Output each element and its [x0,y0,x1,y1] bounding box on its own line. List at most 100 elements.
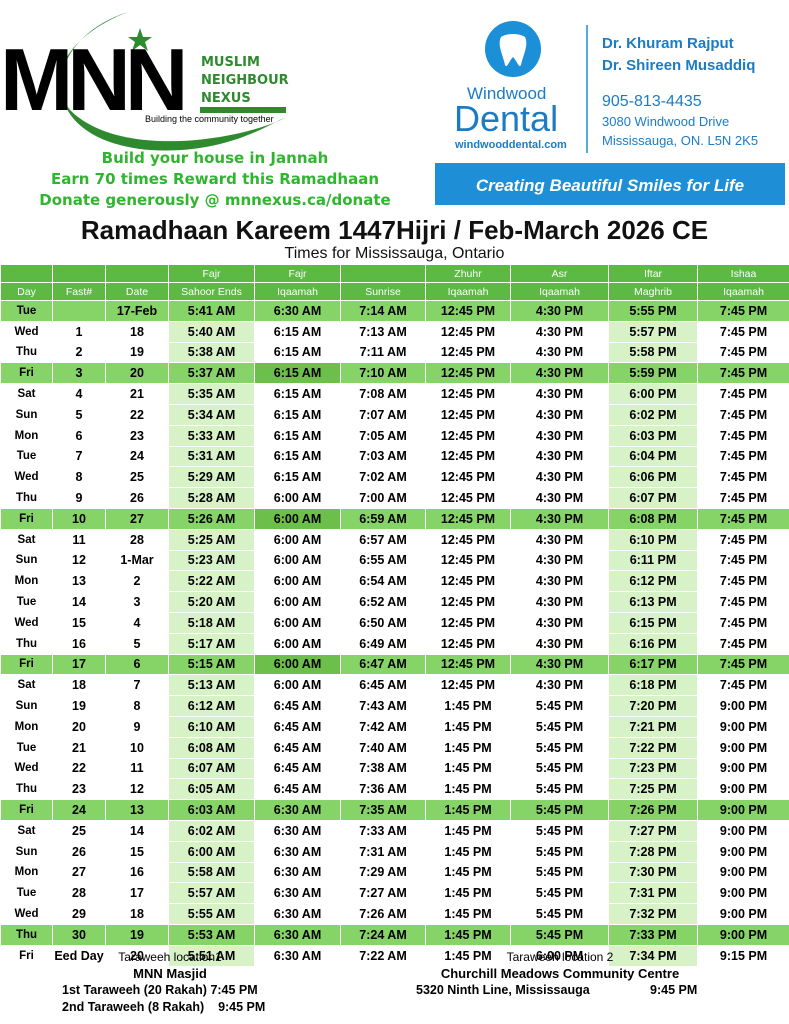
cell: 5:38 AM [168,341,255,364]
cell: 1:45 PM [425,944,511,967]
cell: 12 [105,778,169,801]
cell: 4:30 PM [510,466,609,489]
timetable: Fajr Fajr Zhuhr Asr Iftar Ishaa Day Fast# Date Sa… [0,264,789,967]
cell: 4:30 PM [510,528,609,551]
cell: Mon [0,715,53,738]
cell: 4:30 PM [510,362,609,385]
cell: Wed [0,611,53,634]
footer-place: MNN Masjid [133,966,207,981]
row: Sun 19 8 6:12 AM 6:45 AM 7:43 AM 1:45 PM 5:45 P… [0,695,789,717]
doctor: Dr. Shireen Musaddiq [602,57,756,74]
row: Wed 8 25 5:29 AM 6:15 AM 7:02 AM 12:45 PM 4:30 … [0,466,789,489]
cell: 12:45 PM [425,424,511,447]
cell: 7:35 AM [340,799,426,821]
header-cell: Iqaamah [425,282,511,301]
cell: 7:45 PM [697,320,789,343]
cell: 3 [105,591,169,613]
cell: 6:54 AM [340,570,426,593]
cell: 1:45 PM [425,695,511,717]
row: Thu 9 26 5:28 AM 6:00 AM 7:00 AM 12:45 PM 4:30 … [0,487,789,509]
appeal-line: Earn 70 times Reward this Ramadhaan [51,170,379,188]
cell: 21 [52,736,106,759]
row: Fri Eed Day 20 5:51 AM 6:30 AM 7:22 AM 1:45 PM… [0,944,789,967]
cell: 23 [105,424,169,447]
header-cell: Iftar [608,264,698,283]
row: Tue 28 17 5:57 AM 6:30 AM 7:27 AM 1:45 PM 5:45 … [0,882,789,905]
cell: 9:00 PM [697,695,789,717]
footer-address: 5320 Ninth Line, Mississauga [416,983,590,997]
cell: 6:30 AM [254,903,341,925]
cell: 10 [52,507,106,530]
phone: 905-813-4435 [602,93,702,110]
cell: 1:45 PM [425,757,511,780]
logo-text: NEXUS [201,91,251,106]
cell: 4:30 PM [510,445,609,468]
cell: 5:20 AM [168,591,255,613]
cell: 5:35 AM [168,383,255,405]
cell: 6:45 AM [254,715,341,738]
cell: 4 [52,383,106,405]
cell: 12:45 PM [425,611,511,634]
cell: Thu [0,487,53,509]
cell: 6:15 AM [254,320,341,343]
cell: 9:00 PM [697,840,789,863]
cell: 17-Feb [105,300,169,322]
cell: 6:15 AM [254,466,341,489]
row: Mon 6 23 5:33 AM 6:15 AM 7:05 AM 12:45 PM 4:30 … [0,424,789,447]
cell: 6:18 PM [608,674,698,697]
cell: 12:45 PM [425,466,511,489]
row: Fri 24 13 6:03 AM 6:30 AM 7:35 AM 1:45 PM 5:45 … [0,799,789,821]
cell: 7:45 PM [697,487,789,509]
cell: 12:45 PM [425,341,511,364]
cell: 7:08 AM [340,383,426,405]
cell: 11 [105,757,169,780]
cell: 5:17 AM [168,632,255,655]
cell: 26 [52,840,106,863]
cell: Sun [0,695,53,717]
cell: 5:29 AM [168,466,255,489]
cell: 1:45 PM [425,736,511,759]
row: Wed 22 11 6:07 AM 6:45 AM 7:38 AM 1:45 PM 5:45 … [0,757,789,780]
cell: 1:45 PM [425,882,511,905]
cell: 5 [105,632,169,655]
cell: 1 [52,320,106,343]
cell: 5:34 AM [168,403,255,426]
cell: 6:15 AM [254,424,341,447]
cell: 7:22 PM [608,736,698,759]
header-cell: Fast# [52,282,106,301]
row: Thu 16 5 5:17 AM 6:00 AM 6:49 AM 12:45 PM 4:30 … [0,632,789,655]
title: Ramadhaan Kareem 1447Hijri / Feb-March 2… [80,215,709,245]
cell: 7 [52,445,106,468]
cell: 9:15 PM [697,944,789,967]
cell: 6:57 AM [340,528,426,551]
cell: Thu [0,923,53,946]
cell: 4:30 PM [510,320,609,343]
row: Thu 30 19 5:53 AM 6:30 AM 7:24 AM 1:45 PM 5:45 … [0,923,789,946]
row: Mon 20 9 6:10 AM 6:45 AM 7:42 AM 1:45 PM 5:45 P… [0,715,789,738]
cell: 7:45 PM [697,528,789,551]
cell: 15 [52,611,106,634]
cell: 7:40 AM [340,736,426,759]
cell: 5:28 AM [168,487,255,509]
cell: 7:45 PM [697,362,789,385]
row: Sat 4 21 5:35 AM 6:15 AM 7:08 AM 12:45 PM 4:30 … [0,383,789,405]
dental-ad-graphics [435,21,785,205]
cell: 9:00 PM [697,736,789,759]
cell: 6:45 AM [254,757,341,780]
cell: 24 [105,445,169,468]
cell: 7:45 PM [697,632,789,655]
cell: Tue [0,591,53,613]
cell: 5:57 AM [168,882,255,905]
cell: 4:30 PM [510,549,609,572]
row: Mon 13 2 5:22 AM 6:00 AM 6:54 AM 12:45 PM 4:30 … [0,570,789,593]
cell: 19 [52,695,106,717]
cell: 6:03 AM [168,799,255,821]
header-cell: Iqaamah [510,282,609,301]
cell: 6:07 AM [168,757,255,780]
cell: 5:45 PM [510,778,609,801]
cell: 7:45 PM [697,507,789,530]
cell: 7:07 AM [340,403,426,426]
header-cell: Sunrise [340,282,426,301]
cell: 8 [105,695,169,717]
